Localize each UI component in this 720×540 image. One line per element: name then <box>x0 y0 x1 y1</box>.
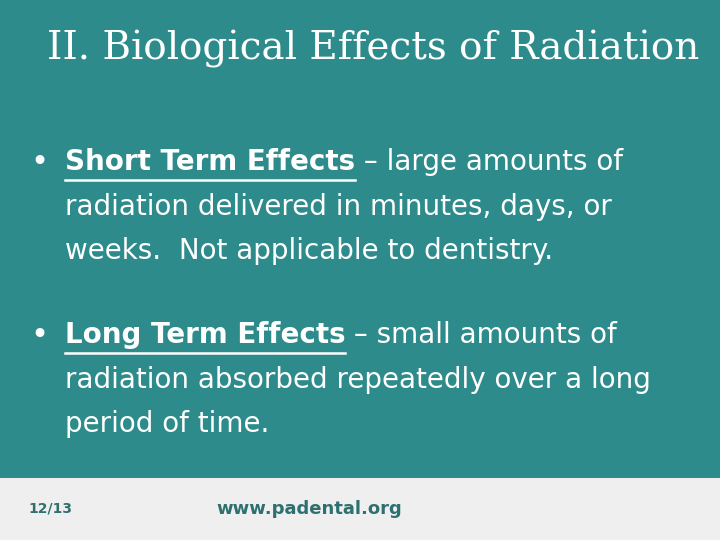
Text: II. Biological Effects of Radiation: II. Biological Effects of Radiation <box>47 30 699 68</box>
Text: weeks.  Not applicable to dentistry.: weeks. Not applicable to dentistry. <box>65 237 553 265</box>
Text: •: • <box>30 148 49 178</box>
Text: Long Term Effects: Long Term Effects <box>65 321 346 349</box>
Text: Long Term Effects – small amounts of: Long Term Effects – small amounts of <box>65 321 583 349</box>
Text: radiation absorbed repeatedly over a long: radiation absorbed repeatedly over a lon… <box>65 366 651 394</box>
Bar <box>0 478 720 540</box>
Text: – large amounts of: – large amounts of <box>355 148 623 177</box>
Text: Short Term Effects – large amounts of: Short Term Effects – large amounts of <box>65 148 587 177</box>
Text: – small amounts of: – small amounts of <box>346 321 617 349</box>
Text: •: • <box>30 321 49 350</box>
Text: 12/13: 12/13 <box>29 502 73 516</box>
Text: www.padental.org: www.padental.org <box>217 500 402 518</box>
Text: radiation delivered in minutes, days, or: radiation delivered in minutes, days, or <box>65 193 612 221</box>
Text: period of time.: period of time. <box>65 410 269 438</box>
Text: Short Term Effects: Short Term Effects <box>65 148 355 177</box>
